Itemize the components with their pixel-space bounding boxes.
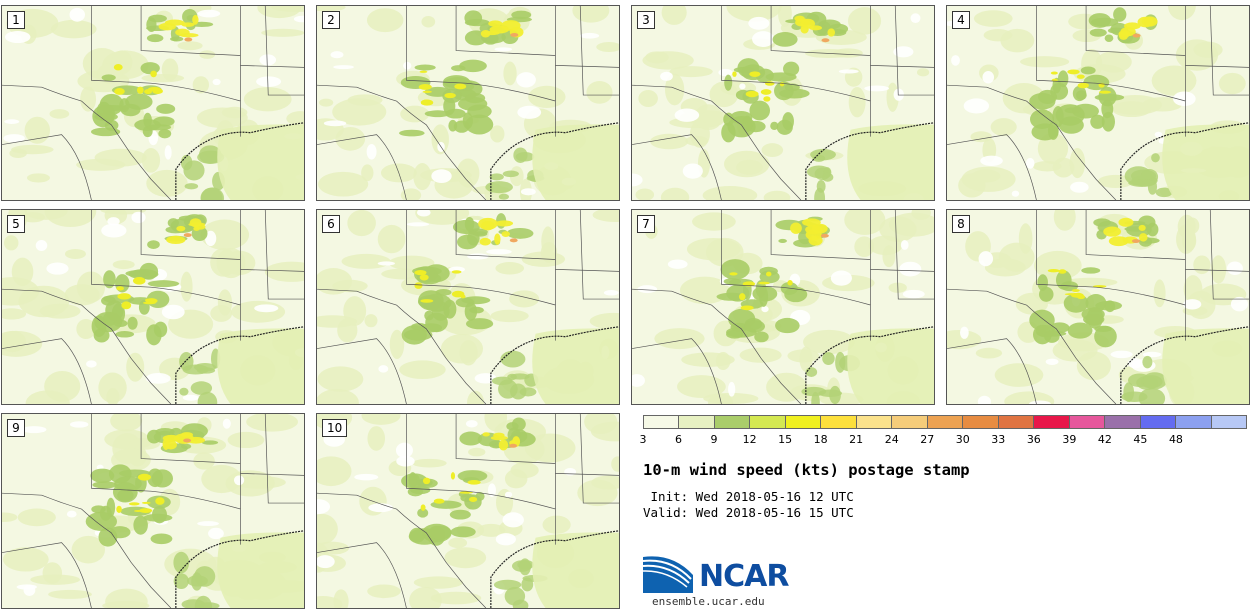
colorbar-tick-label: 33 — [991, 433, 1006, 446]
wind-field-map — [2, 6, 304, 200]
colorbar-tick-label: 18 — [813, 433, 828, 446]
site-url: ensemble.ucar.edu — [652, 595, 765, 608]
member-label: 6 — [322, 215, 340, 233]
colorbar-tick-label: 9 — [710, 433, 718, 446]
member-panel-1: 1 — [1, 5, 305, 201]
colorbar-swatch — [856, 416, 893, 428]
member-label: 10 — [322, 419, 348, 437]
colorbar-tick-label: 24 — [884, 433, 899, 446]
colorbar-tick-label: 45 — [1133, 433, 1148, 446]
wind-field-map — [317, 6, 619, 200]
member-panel-5: 5 — [1, 209, 305, 405]
wind-field-map — [947, 210, 1249, 404]
wind-field-map — [947, 6, 1249, 200]
member-label: 8 — [952, 215, 970, 233]
colorbar-legend: 3 6 9 12 15 18 21 24 27 30 33 36 39 42 45 48 — [640, 415, 1248, 446]
product-title: 10-m wind speed (kts) postage stamp — [643, 461, 970, 479]
member-label: 5 — [7, 215, 25, 233]
colorbar-swatch — [998, 416, 1035, 428]
colorbar-swatch — [644, 416, 680, 428]
colorbar-tick-label: 42 — [1097, 433, 1112, 446]
wind-field-map — [632, 6, 934, 200]
member-panel-8: 8 — [946, 209, 1250, 405]
colorbar-swatch — [963, 416, 999, 428]
wind-field-map — [317, 414, 619, 608]
wind-field-map — [2, 414, 304, 608]
colorbar-ticks: 3 6 9 12 15 18 21 24 27 30 33 36 39 42 45 48 — [639, 433, 1247, 447]
colorbar-tick-label: 12 — [742, 433, 757, 446]
colorbar-swatch — [1176, 416, 1212, 428]
member-label: 1 — [7, 11, 25, 29]
member-panel-3: 3 — [631, 5, 935, 201]
colorbar-swatch — [1034, 416, 1070, 428]
colorbar-swatch — [1069, 416, 1106, 428]
member-panel-9: 9 — [1, 413, 305, 609]
member-panel-7: 7 — [631, 209, 935, 405]
colorbar-tick-label: 3 — [639, 433, 647, 446]
colorbar-tick-label: 15 — [778, 433, 793, 446]
ncar-logo: NCAR — [643, 553, 793, 598]
colorbar-swatch — [785, 416, 822, 428]
member-label: 9 — [7, 419, 25, 437]
colorbar-tick-label: 6 — [675, 433, 683, 446]
colorbar-swatch — [1211, 416, 1246, 428]
colorbar-tick-label: 21 — [849, 433, 864, 446]
member-label: 3 — [637, 11, 655, 29]
ncar-swoosh-icon — [643, 556, 693, 593]
colorbar-swatch — [679, 416, 715, 428]
colorbar — [643, 415, 1247, 429]
colorbar-tick-label: 36 — [1026, 433, 1041, 446]
valid-time: Valid: Wed 2018-05-16 15 UTC — [643, 505, 854, 520]
member-label: 7 — [637, 215, 655, 233]
colorbar-swatch — [927, 416, 964, 428]
wind-field-map — [632, 210, 934, 404]
colorbar-swatch — [892, 416, 928, 428]
colorbar-tick-label: 27 — [920, 433, 935, 446]
member-panel-6: 6 — [316, 209, 620, 405]
member-panel-2: 2 — [316, 5, 620, 201]
colorbar-tick-label: 30 — [955, 433, 970, 446]
ncar-logo-text: NCAR — [699, 559, 789, 594]
wind-field-map — [317, 210, 619, 404]
colorbar-swatch — [1105, 416, 1141, 428]
init-time: Init: Wed 2018-05-16 12 UTC — [643, 489, 854, 504]
member-panel-4: 4 — [946, 5, 1250, 201]
colorbar-swatch — [821, 416, 857, 428]
colorbar-swatch — [1140, 416, 1177, 428]
member-label: 2 — [322, 11, 340, 29]
colorbar-tick-label: 39 — [1062, 433, 1077, 446]
wind-field-map — [2, 210, 304, 404]
member-label: 4 — [952, 11, 970, 29]
colorbar-swatch — [750, 416, 786, 428]
member-panel-10: 10 — [316, 413, 620, 609]
colorbar-swatch — [714, 416, 751, 428]
colorbar-tick-label: 48 — [1168, 433, 1183, 446]
